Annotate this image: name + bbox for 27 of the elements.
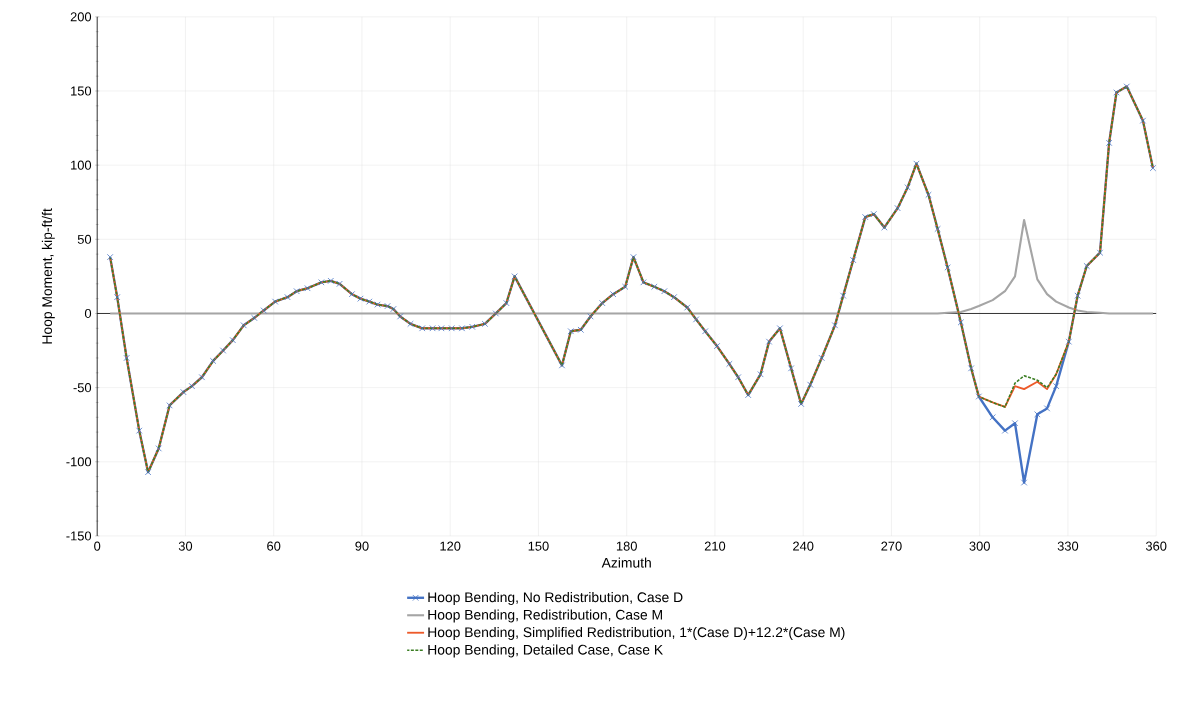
x-tick-label: 180 (616, 541, 637, 551)
y-tick-label: 50 (77, 234, 92, 244)
y-tick-label: 150 (71, 86, 92, 96)
x-tick-label: 300 (969, 541, 990, 551)
x-tick-label: 60 (267, 541, 281, 551)
y-tick-label: 100 (71, 160, 92, 170)
x-tick-label: 330 (1057, 541, 1079, 551)
y-tick-label: -100 (66, 457, 92, 467)
x-tick-label: 240 (793, 541, 814, 551)
x-tick-label: 360 (1145, 541, 1167, 551)
legend-label: Hoop Bending, Detailed Case, Case K (428, 644, 663, 658)
y-tick-label: 200 (70, 12, 92, 22)
x-tick-label: 210 (704, 541, 726, 551)
x-tick-label: 90 (355, 541, 369, 551)
legend-label: Hoop Bending, No Redistribution, Case D (428, 591, 683, 605)
x-tick-label: 30 (178, 541, 193, 551)
x-tick-label: 120 (440, 541, 461, 551)
legend-label: Hoop Bending, Redistribution, Case M (428, 609, 662, 623)
x-tick-label: 0 (94, 541, 101, 551)
legend-label: Hoop Bending, Simplified Redistribution, 1*(Case D)+12.2*(Case M) (428, 626, 845, 640)
x-tick-label: 270 (881, 541, 902, 551)
y-tick-label: 0 (84, 308, 92, 318)
x-axis-title: Azimuth (601, 557, 651, 568)
y-tick-label: -50 (73, 382, 92, 393)
y-axis-title: Hoop Moment, kip-ft/ft (41, 208, 55, 344)
x-tick-label: 150 (528, 541, 549, 551)
y-tick-label: -150 (66, 531, 92, 541)
